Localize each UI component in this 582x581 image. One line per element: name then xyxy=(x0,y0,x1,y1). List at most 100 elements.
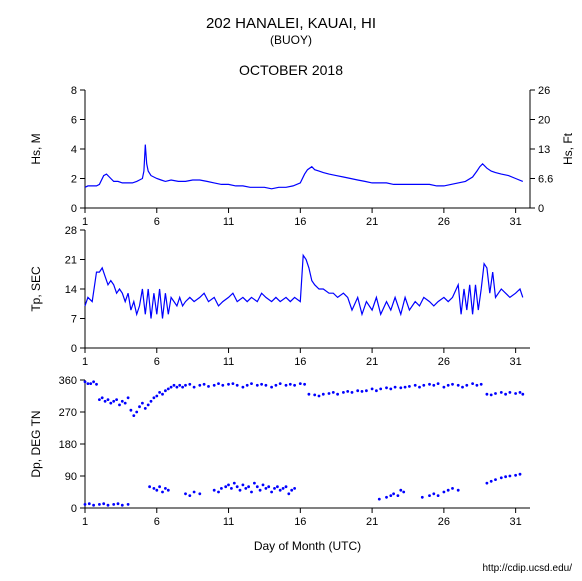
dp-point xyxy=(346,390,349,393)
dp-point xyxy=(476,384,479,387)
dp-point xyxy=(389,388,392,391)
dp-point xyxy=(509,475,512,478)
dp-point xyxy=(150,400,153,403)
dp-point xyxy=(289,383,292,386)
dp-point xyxy=(279,489,282,492)
dp-point xyxy=(84,380,87,383)
dp-point xyxy=(132,414,135,417)
dp-point xyxy=(509,391,512,394)
dp-point xyxy=(392,492,395,495)
ylabel-right: Hs, Ft xyxy=(561,132,575,165)
dp-point xyxy=(379,388,382,391)
xtick-label: 26 xyxy=(438,516,450,528)
dp-point xyxy=(432,384,435,387)
dp-point xyxy=(494,478,497,481)
xtick-label: 1 xyxy=(82,516,88,528)
dp-point xyxy=(336,393,339,396)
dp-point xyxy=(148,485,151,488)
dp-point xyxy=(490,480,493,483)
dp-point xyxy=(267,485,270,488)
dp-point xyxy=(480,383,483,386)
ytick-label: 6 xyxy=(71,115,77,127)
dp-point xyxy=(250,382,253,385)
dp-point xyxy=(213,384,216,387)
dp-point xyxy=(188,494,191,497)
dp-point xyxy=(98,398,101,401)
dp-point xyxy=(193,386,196,389)
dp-point xyxy=(273,487,276,490)
ytick-label: 7 xyxy=(71,314,77,326)
dp-point xyxy=(514,392,517,395)
dp-point xyxy=(221,384,224,387)
ytick-label: 180 xyxy=(59,439,77,451)
xtick-label: 1 xyxy=(82,356,88,368)
dp-point xyxy=(375,389,378,392)
ytick-label: 28 xyxy=(65,225,77,237)
dp-point xyxy=(112,400,115,403)
xtick-label: 11 xyxy=(223,516,234,528)
dp-point xyxy=(519,473,522,476)
dp-point xyxy=(147,404,150,407)
dp-point xyxy=(92,380,95,383)
dp-point xyxy=(118,404,121,407)
dp-point xyxy=(242,484,245,487)
xtick-label: 16 xyxy=(294,356,306,368)
dp-point xyxy=(494,392,497,395)
ytick-label: 90 xyxy=(65,471,77,483)
dp-point xyxy=(107,398,110,401)
ytick-label: 360 xyxy=(59,375,77,387)
dp-point xyxy=(170,386,173,389)
dp-point xyxy=(155,489,158,492)
dp-point xyxy=(184,384,187,387)
dp-point xyxy=(115,398,118,401)
dp-point xyxy=(504,475,507,478)
dp-point xyxy=(167,388,170,391)
dp-point xyxy=(232,382,235,385)
dp-point xyxy=(176,386,179,389)
dp-point xyxy=(500,476,503,479)
dp-point xyxy=(443,491,446,494)
dp-point xyxy=(233,482,236,485)
dp-point xyxy=(250,491,253,494)
dp-point xyxy=(102,502,105,505)
dp-point xyxy=(247,485,250,488)
ytick-label: 0 xyxy=(71,203,77,215)
dp-point xyxy=(414,384,417,387)
dp-point xyxy=(299,382,302,385)
dp-point xyxy=(178,384,181,387)
dp-point xyxy=(246,384,249,387)
dp-point xyxy=(265,384,268,387)
dp-point xyxy=(285,384,288,387)
xtick-label: 21 xyxy=(366,516,378,528)
dp-point xyxy=(184,492,187,495)
dp-point xyxy=(207,385,210,388)
chart-svg: 202 HANALEI, KAUAI, HI(BUOY)OCTOBER 2018… xyxy=(0,0,582,581)
dp-point xyxy=(256,384,259,387)
dp-point xyxy=(313,394,316,397)
title: 202 HANALEI, KAUAI, HI xyxy=(206,15,376,32)
dp-point xyxy=(164,487,167,490)
dp-point xyxy=(130,409,133,412)
dp-point xyxy=(500,391,503,394)
dp-point xyxy=(404,386,407,389)
dp-point xyxy=(521,393,524,396)
dp-point xyxy=(224,485,227,488)
dp-point xyxy=(282,487,285,490)
dp-point xyxy=(293,384,296,387)
xtick-label: 31 xyxy=(510,516,522,528)
xtick-label: 26 xyxy=(438,356,450,368)
dp-point xyxy=(303,383,306,386)
dp-point xyxy=(275,384,278,387)
ytick-label: 0 xyxy=(71,343,77,355)
dp-point xyxy=(95,383,98,386)
dp-point xyxy=(385,386,388,389)
dp-point xyxy=(153,487,156,490)
dp-point xyxy=(239,489,242,492)
ytick-label: 0 xyxy=(71,503,77,515)
dp-point xyxy=(486,393,489,396)
dp-point xyxy=(109,402,112,405)
dp-point xyxy=(188,383,191,386)
ytick-right-label: 13 xyxy=(538,144,550,156)
dp-point xyxy=(422,384,425,387)
dp-point xyxy=(127,396,130,399)
